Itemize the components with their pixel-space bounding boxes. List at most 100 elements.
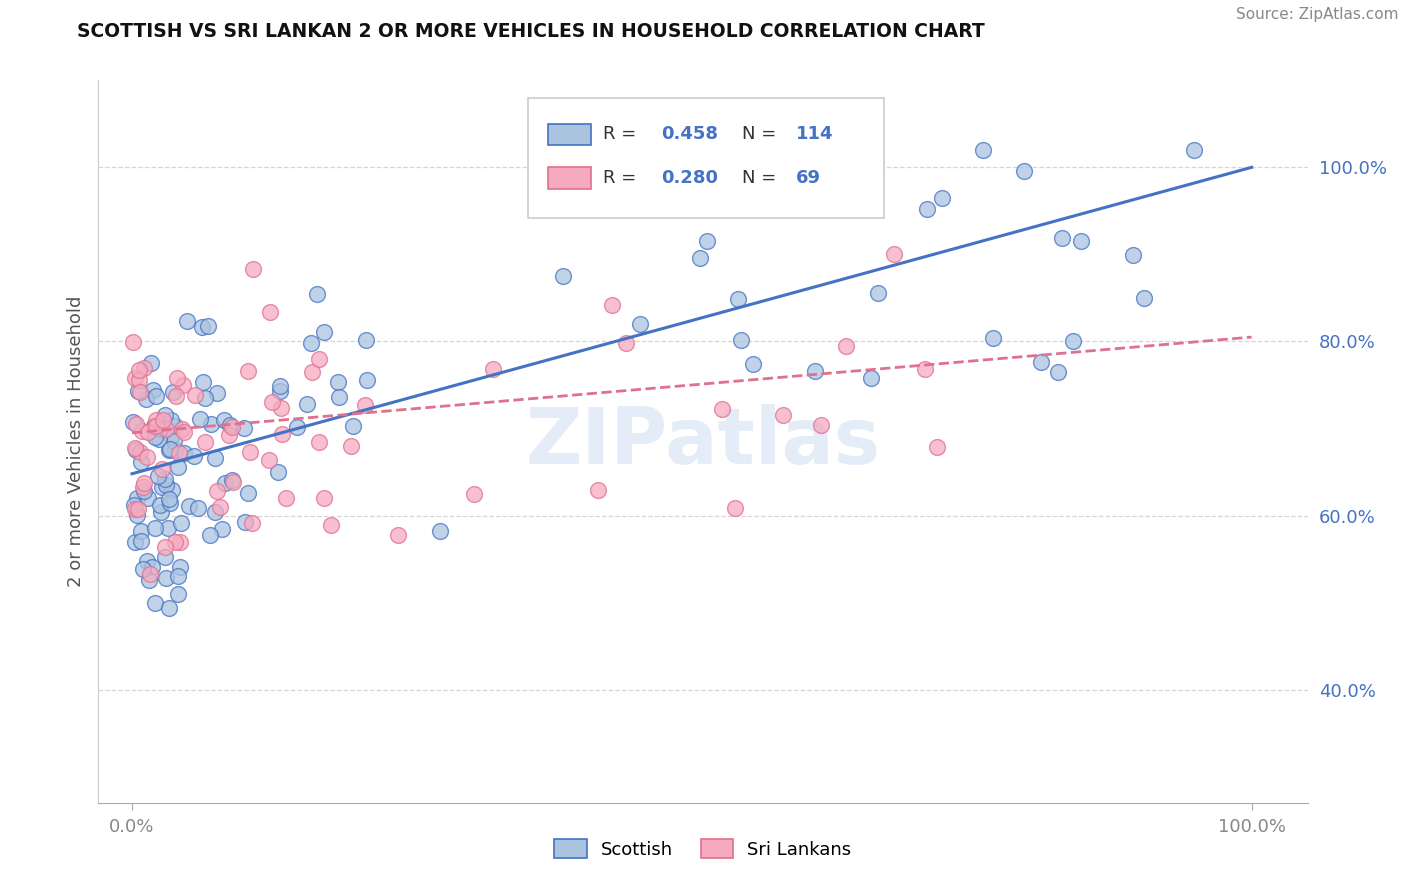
Point <box>209 500 232 514</box>
Point <box>295 397 318 411</box>
Point <box>972 143 994 157</box>
Point <box>152 413 174 427</box>
Point <box>308 352 330 367</box>
Point <box>429 524 451 538</box>
Text: SCOTTISH VS SRI LANKAN 2 OR MORE VEHICLES IN HOUSEHOLD CORRELATION CHART: SCOTTISH VS SRI LANKAN 2 OR MORE VEHICLE… <box>77 22 986 41</box>
Point <box>187 501 209 516</box>
Point <box>145 389 167 403</box>
Point <box>285 420 308 434</box>
Text: N =: N = <box>742 126 782 144</box>
Point <box>153 409 176 423</box>
Point <box>727 292 749 306</box>
Point <box>149 504 172 518</box>
Point <box>689 252 711 266</box>
Point <box>159 496 181 510</box>
Point <box>868 285 890 300</box>
Point <box>170 422 193 436</box>
Point <box>267 465 290 479</box>
Point <box>160 413 183 427</box>
Point <box>1012 164 1035 178</box>
Point <box>269 379 291 393</box>
Point <box>125 491 148 505</box>
FancyBboxPatch shape <box>527 98 884 218</box>
Point <box>122 498 145 512</box>
Point <box>772 408 794 422</box>
Point <box>139 567 162 582</box>
Point <box>219 417 242 432</box>
Point <box>321 518 343 533</box>
Point <box>270 427 292 442</box>
Point <box>169 560 191 574</box>
Point <box>170 516 193 530</box>
Point <box>242 262 264 277</box>
Point <box>157 492 180 507</box>
Point <box>1047 365 1070 379</box>
Point <box>312 325 335 339</box>
Point <box>166 459 188 474</box>
Point <box>218 428 240 442</box>
Point <box>194 434 217 449</box>
Text: N =: N = <box>742 169 782 186</box>
Point <box>143 521 166 535</box>
Point <box>131 424 153 438</box>
Point <box>167 446 190 460</box>
Point <box>931 191 953 205</box>
Text: R =: R = <box>603 126 641 144</box>
Point <box>135 450 157 464</box>
Point <box>143 419 166 434</box>
Point <box>191 375 214 389</box>
Point <box>166 569 188 583</box>
Point <box>132 475 155 490</box>
Point <box>150 480 173 494</box>
Point <box>723 501 745 516</box>
Point <box>145 418 167 433</box>
Point <box>222 475 245 489</box>
Point <box>183 449 205 463</box>
Point <box>135 554 157 568</box>
Point <box>124 441 146 455</box>
Point <box>221 420 243 434</box>
Point <box>146 469 169 483</box>
Point <box>1182 143 1205 157</box>
Point <box>312 491 335 506</box>
Point <box>200 417 222 432</box>
Text: 114: 114 <box>796 126 834 144</box>
Point <box>160 429 183 443</box>
Point <box>628 317 651 331</box>
Point <box>1133 291 1156 305</box>
Point <box>259 305 281 319</box>
Point <box>927 440 949 454</box>
Point <box>883 247 905 261</box>
Point <box>125 508 148 522</box>
Text: 69: 69 <box>796 169 821 186</box>
Point <box>159 442 181 456</box>
Point <box>129 533 152 548</box>
Point <box>153 549 176 564</box>
Point <box>153 472 176 486</box>
Point <box>136 425 159 439</box>
Point <box>301 365 323 379</box>
Point <box>328 390 350 404</box>
Point <box>128 385 150 400</box>
Point <box>1062 334 1084 348</box>
Point <box>1122 248 1144 262</box>
Point <box>786 194 808 209</box>
Point <box>135 392 157 406</box>
Legend: Scottish, Sri Lankans: Scottish, Sri Lankans <box>547 832 859 866</box>
Point <box>172 377 194 392</box>
Point <box>482 361 505 376</box>
Text: R =: R = <box>603 169 641 186</box>
Point <box>160 483 183 497</box>
Point <box>354 333 377 347</box>
Point <box>141 356 163 370</box>
Point <box>148 432 170 446</box>
Text: 0.458: 0.458 <box>661 126 717 144</box>
Point <box>177 500 200 514</box>
Point <box>149 422 172 436</box>
Point <box>387 527 409 541</box>
Point <box>132 562 155 576</box>
Text: ZIPatlas: ZIPatlas <box>526 403 880 480</box>
Point <box>1050 231 1073 245</box>
Point <box>173 446 195 460</box>
Point <box>166 371 188 385</box>
